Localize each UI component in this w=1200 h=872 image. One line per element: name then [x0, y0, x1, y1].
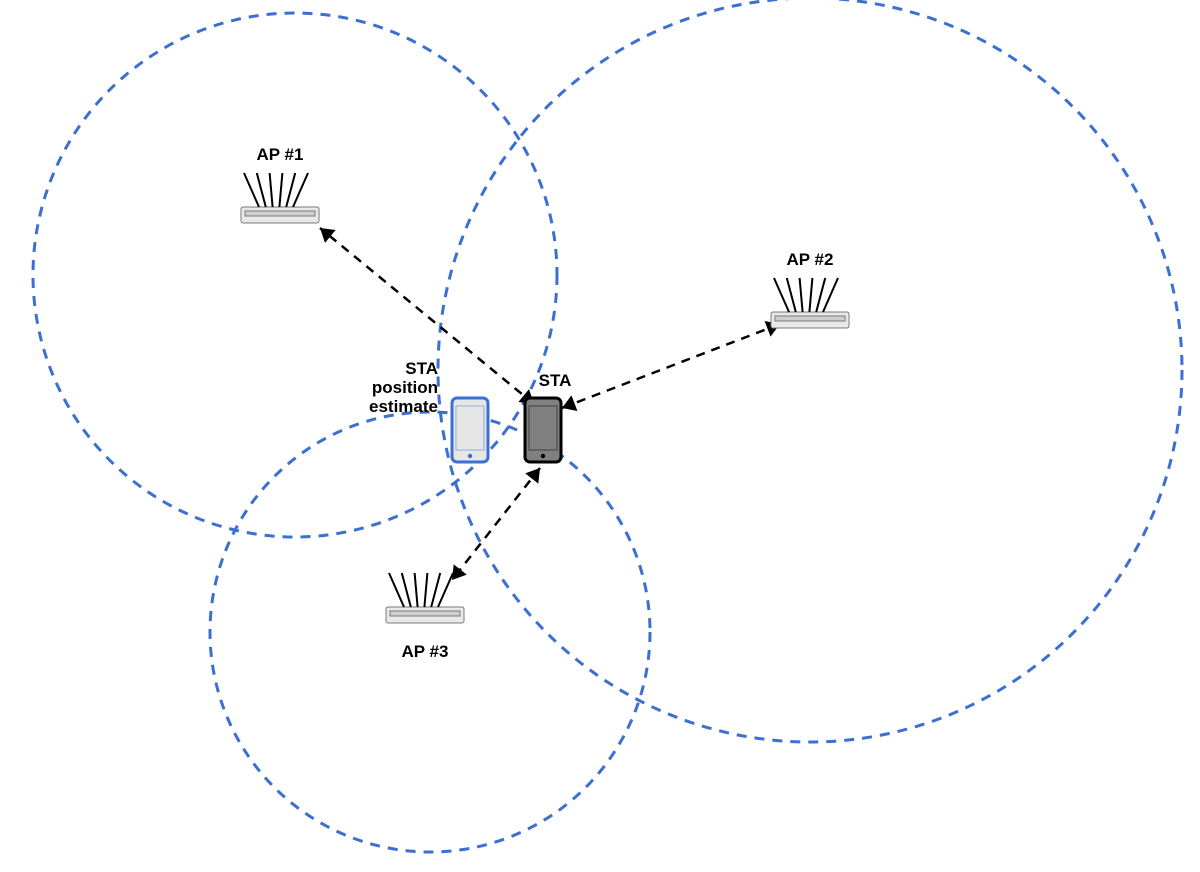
range-line-3 — [452, 468, 540, 580]
ap2-node: AP #2 — [771, 250, 849, 328]
ap1-node: AP #1 — [241, 145, 319, 223]
ap3-label: AP #3 — [402, 642, 449, 661]
range-line-2 — [562, 324, 780, 408]
ap3-node: AP #3 — [386, 573, 464, 661]
sta-estimate-label: STApositionestimate — [369, 359, 438, 416]
sta-true — [525, 398, 561, 462]
trilateration-diagram: AP #1 AP #2 AP #3 STA STApositionestimate — [0, 0, 1200, 872]
sta-estimate — [452, 398, 488, 462]
ap1-label: AP #1 — [257, 145, 304, 164]
sta-label: STA — [539, 371, 572, 390]
coverage-circle-3 — [210, 412, 650, 852]
ap2-label: AP #2 — [787, 250, 834, 269]
